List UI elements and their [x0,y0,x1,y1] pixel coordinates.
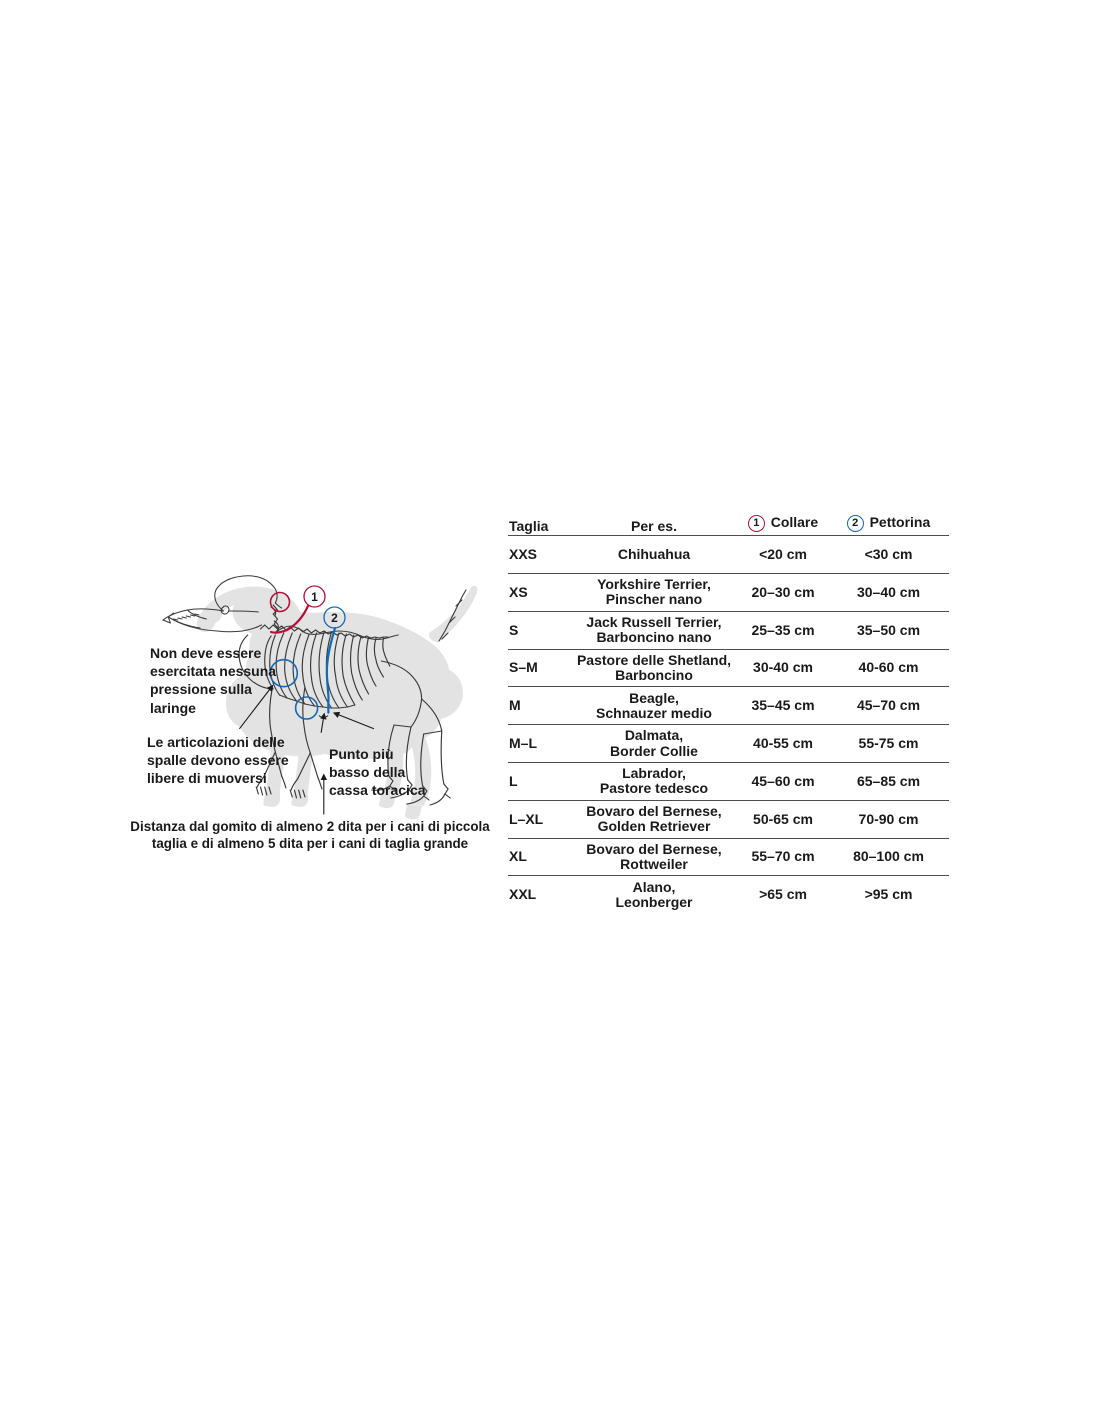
svg-text:2: 2 [331,611,338,625]
svg-text:1: 1 [311,590,318,604]
